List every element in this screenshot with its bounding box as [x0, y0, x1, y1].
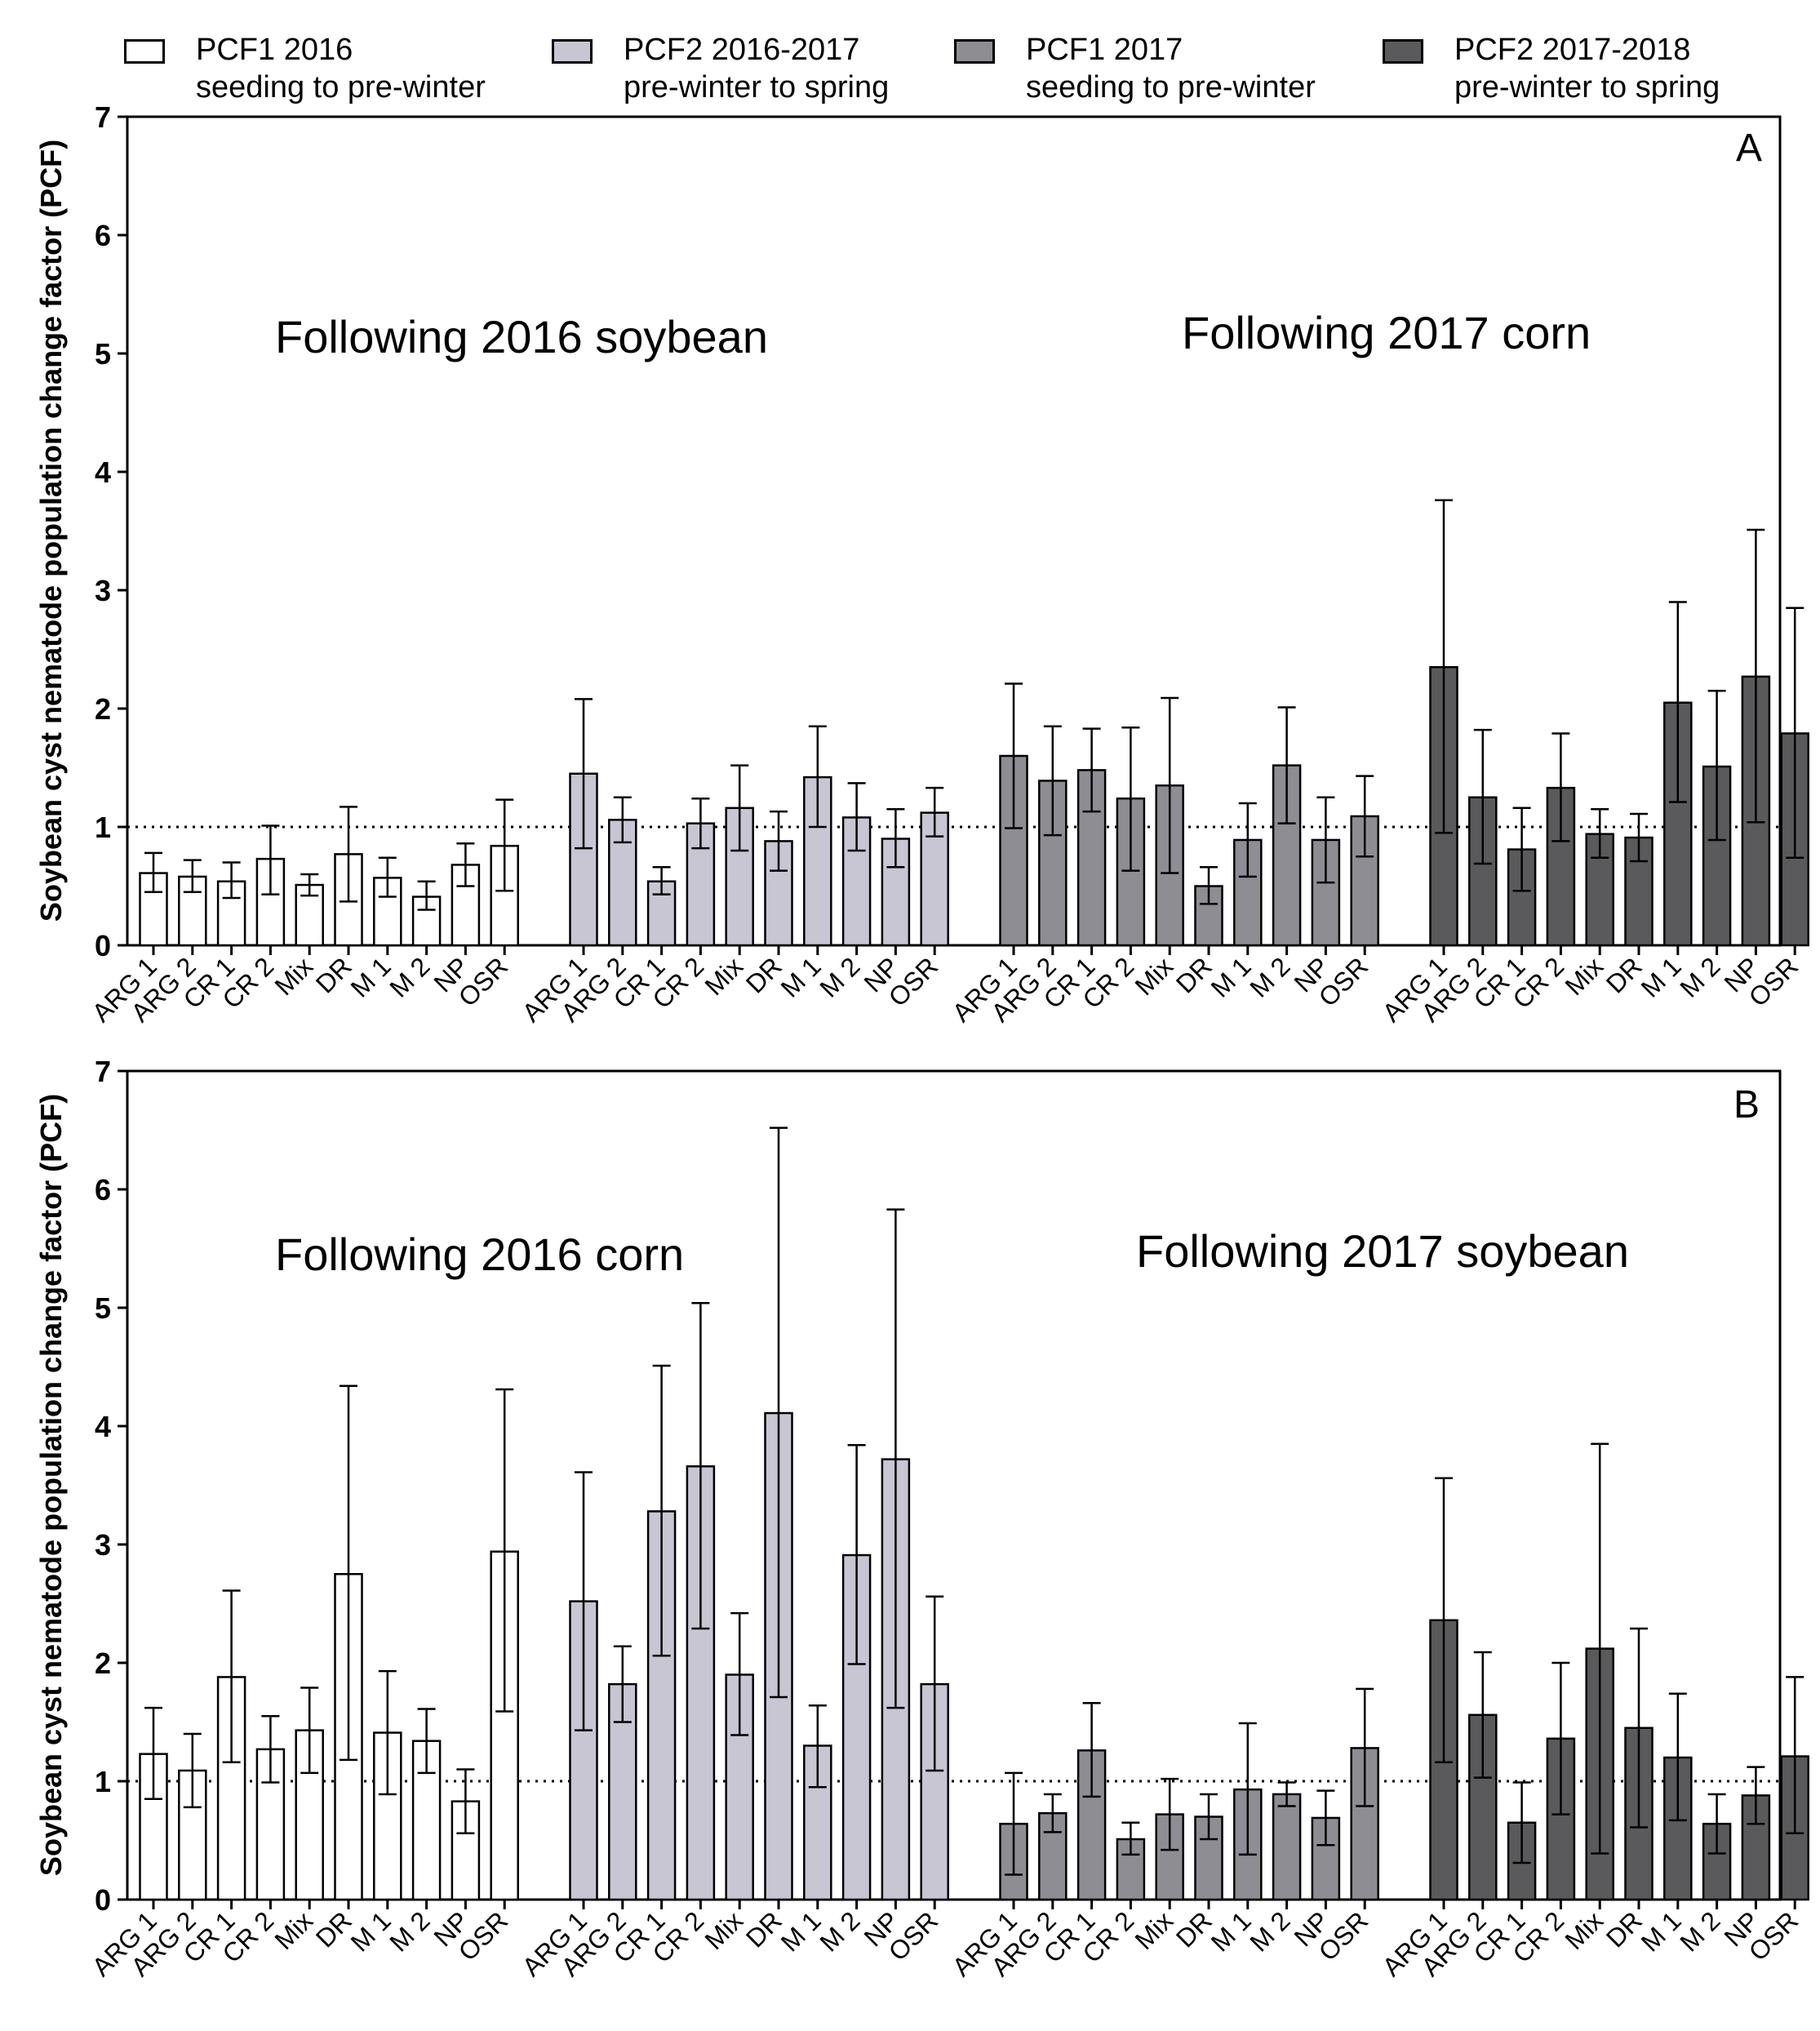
- annotation-left: Following 2016 corn: [275, 1229, 684, 1280]
- y-tick-label: 3: [95, 1528, 111, 1562]
- legend-swatch: [954, 39, 995, 64]
- y-tick-label: 2: [95, 1647, 111, 1680]
- plot-frame: [126, 1069, 1782, 1901]
- x-tick-label: DR: [310, 1905, 357, 1953]
- plot-frame: [126, 115, 1782, 947]
- panel-b: B Soybean cyst nematode population chang…: [34, 1055, 1809, 1982]
- legend-swatch: [552, 39, 593, 64]
- legend-swatch: [1383, 39, 1423, 64]
- y-axis-label: Soybean cyst nematode population change …: [34, 140, 68, 922]
- x-tick-label: DR: [740, 951, 788, 998]
- x-tick-label: DR: [1170, 951, 1218, 998]
- y-tick-label: 1: [95, 1765, 111, 1798]
- y-tick-label: 3: [95, 574, 111, 607]
- y-tick-label: 1: [95, 811, 111, 844]
- y-tick-label: 7: [95, 100, 111, 134]
- annotation-right: Following 2017 corn: [1182, 307, 1591, 358]
- y-tick-label: 0: [95, 1883, 111, 1917]
- y-tick-label: 0: [95, 929, 111, 962]
- legend-label: PCF1 2017 seeding to pre-winter: [1026, 33, 1316, 104]
- bar: [569, 772, 598, 947]
- legend-label: PCF1 2016 seeding to pre-winter: [196, 33, 486, 104]
- x-tick-label: DR: [740, 1905, 788, 1953]
- bar: [411, 896, 442, 947]
- y-tick-label: 5: [95, 337, 111, 371]
- x-tick-label: DR: [1600, 1905, 1648, 1953]
- annotation-left: Following 2016 soybean: [275, 311, 768, 362]
- y-tick-label: 5: [95, 1291, 111, 1325]
- y-tick-label: 2: [95, 692, 111, 726]
- y-tick-label: 7: [95, 1055, 111, 1088]
- panel-label: A: [1736, 127, 1762, 170]
- y-tick-label: 4: [95, 1410, 111, 1443]
- x-tick-label: DR: [310, 951, 357, 998]
- y-tick-label: 6: [95, 1173, 111, 1207]
- legend: PCF1 2016 seeding to pre-winter PCF2 201…: [0, 0, 1820, 114]
- legend-swatch: [124, 39, 165, 64]
- y-tick-label: 6: [95, 219, 111, 252]
- panel-label: B: [1733, 1083, 1760, 1127]
- panel-a: A Soybean cyst nematode population chang…: [34, 100, 1809, 1028]
- y-tick-label: 4: [95, 456, 111, 489]
- x-tick-label: DR: [1170, 1905, 1218, 1953]
- annotation-right: Following 2017 soybean: [1136, 1225, 1629, 1277]
- legend-label: PCF2 2016-2017 pre-winter to spring: [624, 33, 890, 104]
- x-tick-label: DR: [1600, 951, 1648, 998]
- legend-label: PCF2 2017-2018 pre-winter to spring: [1454, 33, 1720, 104]
- y-axis-label: Soybean cyst nematode population change …: [34, 1094, 68, 1876]
- bar: [999, 754, 1028, 947]
- bar: [1272, 1793, 1302, 1901]
